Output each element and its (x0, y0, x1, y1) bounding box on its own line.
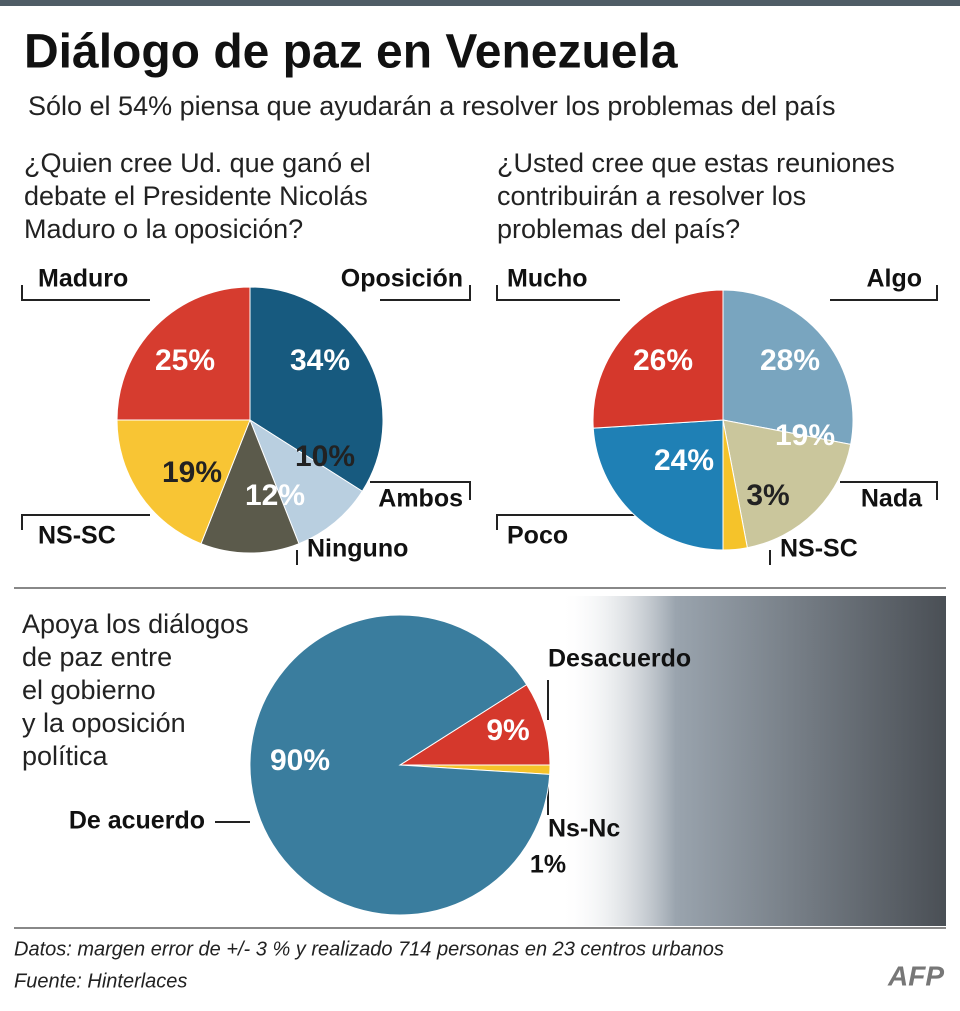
value-label: 9% (486, 714, 529, 747)
category-label: Algo (866, 265, 922, 293)
note: Datos: margen error de +/- 3 % y realiza… (14, 938, 724, 960)
category-label: Maduro (38, 265, 128, 293)
question: ¿Quien cree Ud. que ganó el (24, 148, 371, 178)
question: el gobierno (22, 675, 156, 705)
category-label: De acuerdo (69, 807, 205, 835)
pie-slice (249, 286, 384, 492)
pie-slice (200, 418, 300, 554)
category-label: NS-SC (38, 522, 116, 550)
question: ¿Usted cree que estas reuniones (497, 148, 895, 178)
value-label: 90% (270, 744, 330, 777)
pie-slice (249, 614, 551, 916)
category-label: Mucho (507, 265, 588, 293)
category-label: NS-SC (780, 535, 858, 563)
pie-slice (722, 419, 852, 549)
question: contribuirán a resolver los (497, 181, 806, 211)
pie-slice (592, 419, 724, 551)
subtitle: Sólo el 54% piensa que ayudarán a resolv… (28, 91, 836, 121)
value-label: 19% (162, 456, 222, 489)
value-label: 24% (654, 444, 714, 477)
question: debate el Presidente Nicolás (24, 181, 368, 211)
pie-slice (116, 419, 251, 545)
category-label: Ambos (378, 485, 463, 513)
value-label: 25% (155, 344, 215, 377)
value-label: 19% (775, 419, 835, 452)
title: Diálogo de paz en Venezuela (24, 26, 678, 79)
leader-lines (21, 285, 938, 823)
category-label: Desacuerdo (548, 645, 691, 673)
value-label: 26% (633, 344, 693, 377)
category-label: Oposición (341, 265, 463, 293)
category-label: Ns-Nc (548, 815, 620, 843)
pie-slice (398, 683, 551, 766)
value-label: 34% (290, 344, 350, 377)
question: y la oposición (22, 708, 186, 738)
logo: AFP (887, 960, 944, 991)
question: Maduro o la oposición? (24, 214, 303, 244)
source: Fuente: Hinterlaces (14, 970, 187, 992)
question: problemas del país? (497, 214, 740, 244)
question: Apoya los diálogos (22, 609, 249, 639)
question: de paz entre (22, 642, 172, 672)
pie-slice (592, 289, 724, 429)
photo (560, 596, 946, 926)
value-label: 1% (530, 851, 566, 879)
value-label: 12% (245, 479, 305, 512)
pie-slice (116, 286, 251, 421)
category-label: Nada (861, 485, 923, 513)
pie-slice (722, 289, 854, 445)
top-bar (0, 0, 960, 6)
question: política (22, 741, 109, 771)
value-label: 28% (760, 344, 820, 377)
category-label: Poco (507, 522, 568, 550)
value-label: 10% (295, 440, 355, 473)
category-label: Ninguno (307, 535, 408, 563)
value-label: 3% (746, 479, 789, 512)
pie-slice (248, 418, 363, 545)
